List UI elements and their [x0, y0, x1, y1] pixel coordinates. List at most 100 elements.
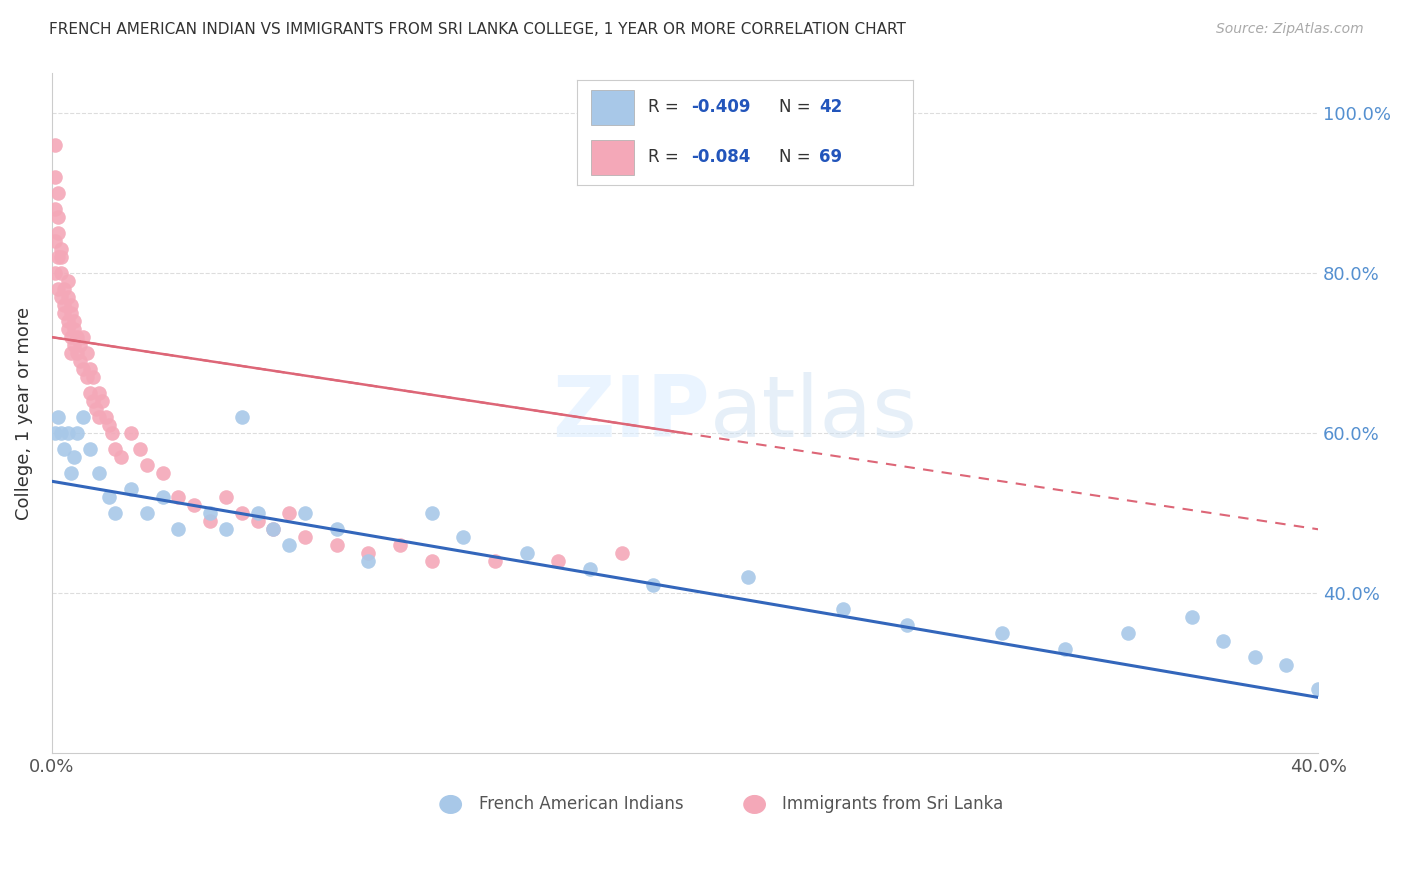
Point [183, 498, 205, 512]
Point [53, 306, 76, 320]
Text: Immigrants from Sri Lanka: Immigrants from Sri Lanka [783, 796, 1004, 814]
Point [215, 522, 238, 536]
Point [1116, 626, 1139, 640]
Point [420, 554, 443, 568]
Point [1275, 658, 1298, 673]
Point [69, 338, 91, 352]
Ellipse shape [439, 795, 463, 814]
Point [46, 210, 69, 224]
Point [44, 202, 66, 216]
Point [104, 442, 127, 457]
Point [59, 306, 82, 320]
Point [1243, 650, 1265, 665]
Point [547, 554, 569, 568]
Point [51, 426, 73, 441]
Point [56, 290, 79, 304]
Text: French American Indians: French American Indians [478, 796, 683, 814]
Point [516, 546, 538, 560]
Point [135, 506, 157, 520]
Point [66, 330, 89, 344]
Point [278, 506, 301, 520]
Point [79, 442, 101, 457]
Point [76, 346, 98, 360]
Text: FRENCH AMERICAN INDIAN VS IMMIGRANTS FROM SRI LANKA COLLEGE, 1 YEAR OR MORE CORR: FRENCH AMERICAN INDIAN VS IMMIGRANTS FRO… [49, 22, 905, 37]
Point [82, 370, 104, 384]
Point [1053, 642, 1076, 657]
Point [66, 346, 89, 360]
Point [53, 282, 76, 296]
Point [63, 314, 86, 328]
Point [46, 250, 69, 264]
Point [89, 410, 111, 425]
Point [44, 169, 66, 184]
Point [97, 490, 120, 504]
Point [198, 506, 221, 520]
Point [97, 418, 120, 433]
Point [215, 490, 238, 504]
Point [1212, 634, 1234, 648]
Point [44, 138, 66, 153]
Point [325, 538, 347, 552]
Point [94, 410, 117, 425]
Point [79, 386, 101, 401]
Point [69, 354, 91, 368]
Point [135, 458, 157, 473]
Point [79, 362, 101, 376]
Point [46, 410, 69, 425]
Point [152, 490, 174, 504]
Point [294, 530, 316, 544]
Text: atlas: atlas [710, 372, 918, 455]
Point [46, 282, 69, 296]
Point [89, 386, 111, 401]
Point [231, 506, 253, 520]
Point [56, 274, 79, 288]
Point [63, 338, 86, 352]
Point [198, 514, 221, 528]
Point [59, 346, 82, 360]
Point [832, 602, 855, 616]
Point [110, 450, 132, 465]
Point [1308, 682, 1330, 697]
Point [44, 266, 66, 280]
Point [990, 626, 1012, 640]
Point [53, 442, 76, 457]
Text: ZIP: ZIP [553, 372, 710, 455]
Point [231, 410, 253, 425]
Point [167, 490, 190, 504]
Point [737, 570, 759, 584]
Point [120, 482, 142, 496]
Point [44, 426, 66, 441]
Point [91, 394, 114, 409]
Point [46, 186, 69, 200]
Point [120, 426, 142, 441]
Point [44, 234, 66, 248]
Point [294, 506, 316, 520]
Point [72, 362, 94, 376]
Point [59, 330, 82, 344]
Point [72, 330, 94, 344]
Point [89, 467, 111, 481]
Point [357, 554, 380, 568]
Point [453, 530, 475, 544]
Point [104, 506, 127, 520]
Point [51, 250, 73, 264]
Point [262, 522, 284, 536]
Point [579, 562, 602, 576]
Point [1180, 610, 1202, 624]
Point [420, 506, 443, 520]
Point [246, 506, 269, 520]
Point [72, 410, 94, 425]
Point [66, 426, 89, 441]
Point [325, 522, 347, 536]
Point [610, 546, 633, 560]
Point [388, 538, 411, 552]
Point [82, 394, 104, 409]
Point [59, 467, 82, 481]
Point [53, 298, 76, 312]
Point [46, 226, 69, 240]
Point [896, 618, 918, 632]
Point [51, 266, 73, 280]
Point [262, 522, 284, 536]
Point [643, 578, 665, 592]
Point [56, 314, 79, 328]
